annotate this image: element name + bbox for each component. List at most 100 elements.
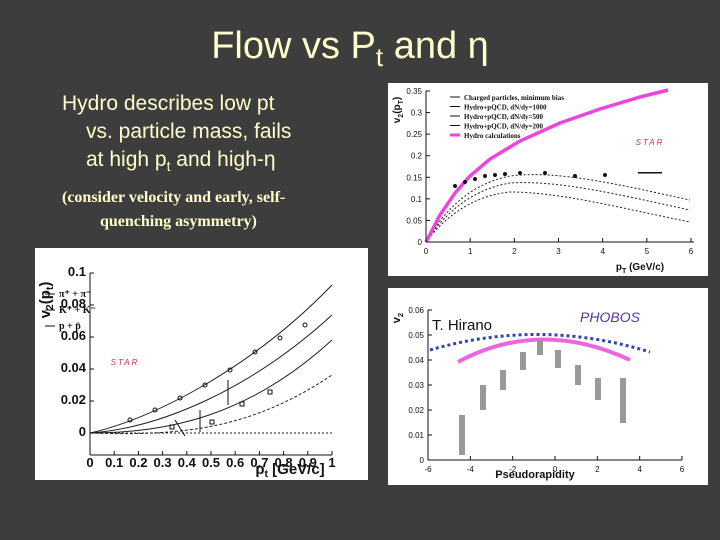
legend-entry: Hydro+pQCD, dN/dy=500 (464, 113, 544, 121)
bullet-text: at high p (86, 148, 167, 171)
x-tick-label: 5 (645, 247, 650, 256)
hydro-curve (424, 88, 669, 243)
plot-panel (388, 83, 708, 276)
y-tick-label: 0.2 (411, 152, 423, 161)
x-tick-label: 1 (328, 455, 335, 470)
bullet-sub: t (167, 158, 171, 174)
axis-label: pt [GeV/c] (255, 461, 324, 480)
label-sub: T (622, 268, 627, 275)
y-tick-label: 0.06 (61, 328, 86, 343)
data-points (453, 171, 662, 188)
y-tick-label: 0.02 (408, 406, 424, 415)
x-tick-label: 6 (680, 465, 685, 474)
x-tick-label: 0.8 (275, 455, 293, 470)
label-text: ) (392, 97, 403, 100)
note-line: quenching asymmetry) (100, 213, 257, 230)
y-tick-label: 0 (418, 238, 423, 247)
x-tick-label: 0.5 (202, 455, 220, 470)
legend-entry: Hydro calculations (464, 132, 521, 140)
x-tick-label: 4 (600, 247, 605, 256)
axis-label: v2 (391, 313, 405, 323)
axis-label: v2(pt) (37, 282, 56, 319)
y-tick-label: 0.1 (68, 264, 86, 279)
curve (89, 374, 333, 435)
x-tick-label: -6 (424, 465, 432, 474)
y-tick-label: 0.04 (408, 356, 424, 365)
bullet-line: Hydro describes low pt (62, 92, 275, 115)
label-sub: t (264, 468, 268, 480)
x-tick-label: 2 (595, 465, 600, 474)
bullet-line: at high pt and high-η (86, 148, 276, 174)
x-tick-label: 0 (424, 247, 429, 256)
title-text: Flow vs P (211, 25, 376, 67)
legend-entry: Hydro+pQCD, dN/dy=1000 (464, 104, 547, 112)
label-sub: T (398, 99, 405, 104)
y-tick-label: 0.03 (408, 381, 424, 390)
y-tick-label: 0.25 (406, 130, 422, 139)
curve (89, 339, 333, 434)
note-line: (consider velocity and early, self- (62, 189, 285, 206)
model-curve (457, 337, 631, 364)
y-tick-label: 0.08 (61, 296, 86, 311)
x-tick-label: 0.3 (154, 455, 172, 470)
label-text: v (37, 309, 54, 318)
x-tick-label: -2 (509, 465, 517, 474)
y-tick-label: 0.35 (406, 87, 422, 96)
bullet-text: and high-η (170, 148, 275, 171)
x-tick-label: 0.9 (299, 455, 317, 470)
title-text: and η (383, 25, 489, 67)
axis-label: pT (GeV/c) (616, 262, 664, 275)
label-sub: 2 (398, 114, 405, 118)
x-tick-label: 0.1 (105, 455, 123, 470)
label-sub: t (44, 286, 56, 290)
label-text: p (616, 262, 622, 273)
y-tick-label: 0.01 (408, 431, 424, 440)
x-tick-label: 0.6 (226, 455, 244, 470)
systematic-bands (459, 340, 626, 455)
model-curve (429, 333, 651, 354)
legend-entry: Hydro+pQCD, dN/dy=200 (464, 123, 544, 131)
data-points (127, 322, 308, 437)
legend-entry: p + p̄ (59, 321, 81, 332)
label-text: v (392, 117, 403, 123)
bullet-line: vs. particle mass, fails (86, 120, 291, 143)
label-text: ) (37, 282, 54, 287)
axis-label: v2(pT) (392, 97, 405, 124)
y-tick-label: 0 (420, 456, 425, 465)
annotation: T. Hirano (432, 317, 492, 334)
y-tick-label: 0.15 (406, 173, 422, 182)
y-tick-label: 0.05 (408, 331, 424, 340)
y-tick-label: 0.04 (61, 360, 87, 375)
label-text: (p (37, 290, 54, 304)
label-sub: 2 (44, 304, 56, 310)
legend-entry: K⁺ + K⁻ (59, 305, 96, 316)
x-tick-label: 6 (689, 247, 694, 256)
logo: STAR (636, 138, 665, 147)
curve (425, 174, 691, 243)
x-tick-label: 4 (637, 465, 642, 474)
y-tick-label: 0 (79, 424, 86, 439)
x-tick-label: 0 (86, 455, 93, 470)
x-tick-label: -4 (467, 465, 475, 474)
y-tick-label: 0.3 (411, 109, 423, 118)
logo: STAR (111, 358, 140, 367)
label-text: [GeV/c] (268, 461, 325, 478)
slide-title: Flow vs Pt and η (211, 25, 489, 72)
legend-entry: π⁺ + π⁻ (59, 289, 91, 300)
logo: PHOBOS (580, 309, 641, 325)
x-tick-label: 0.7 (250, 455, 268, 470)
y-tick-label: 0.05 (406, 216, 422, 225)
x-tick-label: 0.4 (178, 455, 197, 470)
x-tick-label: 3 (556, 247, 561, 256)
y-tick-label: 0.1 (411, 195, 423, 204)
title-sub: t (376, 42, 384, 72)
legend-entry: Charged particles, minimum bias (464, 94, 564, 102)
model-curves (425, 174, 691, 243)
x-tick-label: 1 (468, 247, 473, 256)
y-tick-label: 0.06 (408, 306, 424, 315)
curve (89, 314, 333, 434)
x-tick-label: 0.2 (129, 455, 147, 470)
x-tick-label: 2 (512, 247, 517, 256)
label-sub: 2 (396, 313, 405, 317)
